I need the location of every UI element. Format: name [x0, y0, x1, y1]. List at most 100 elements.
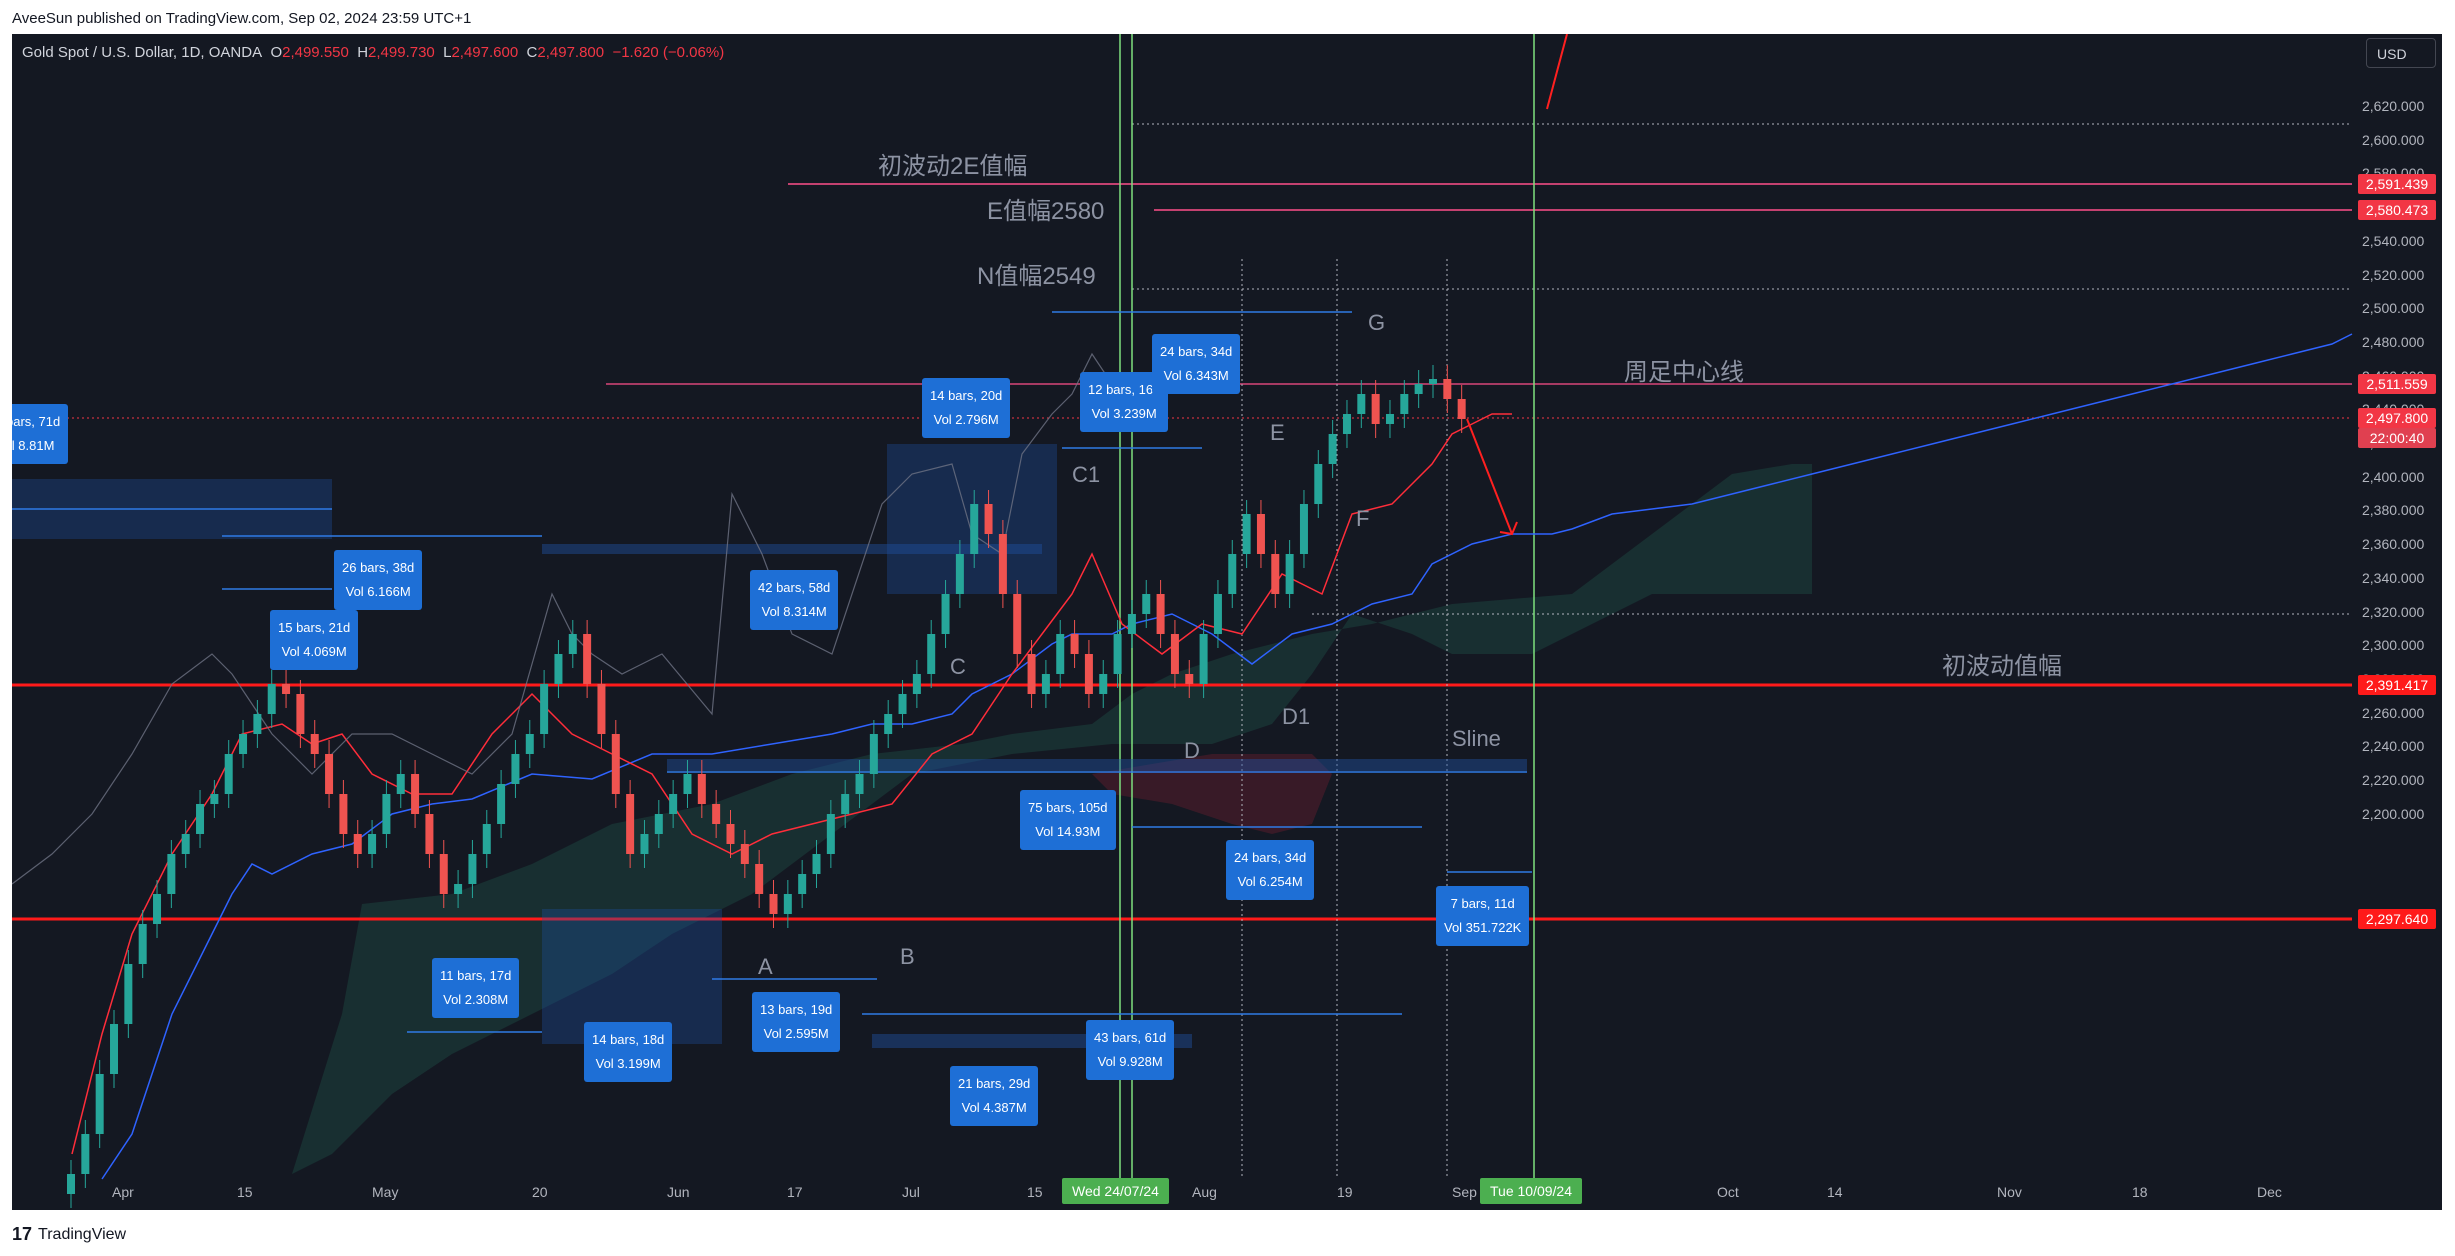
range-stats[interactable]: 26 bars, 38d Vol 6.166M: [334, 550, 423, 610]
candle-body: [310, 734, 319, 754]
candle-body: [124, 964, 133, 1024]
candle-body: [253, 714, 262, 734]
candle-body: [554, 654, 563, 684]
candle-body: [1056, 634, 1065, 674]
price-axis-label: 2,500.000: [2362, 300, 2425, 317]
annotation: 周足中心线: [1624, 359, 1744, 386]
wave-label: C1: [1072, 462, 1101, 487]
candle-body: [1285, 554, 1294, 594]
candle-body: [826, 814, 835, 854]
time-axis-label: Sep: [1452, 1184, 1477, 1200]
candle-body: [1199, 634, 1208, 684]
range-stats[interactable]: 11 bars, 17d Vol 2.308M: [432, 958, 520, 1018]
range-box: [542, 544, 1042, 554]
candle-body: [1041, 674, 1050, 694]
candle-body: [224, 754, 233, 794]
annotation: 初波动值幅: [1942, 653, 2062, 680]
candles: [67, 365, 1466, 1208]
candle-body: [81, 1134, 90, 1174]
candle-body: [368, 834, 377, 854]
candle-body: [454, 884, 463, 894]
price-tag: 2,511.559: [2358, 374, 2436, 394]
candle-body: [1185, 674, 1194, 684]
price-axis-label: 2,520.000: [2362, 266, 2425, 283]
time-axis-label: 17: [787, 1184, 803, 1200]
candle-body: [1113, 634, 1122, 674]
candle-body: [339, 794, 348, 834]
candle-body: [282, 684, 291, 694]
candle-body: [239, 734, 248, 754]
candle-body: [1156, 594, 1165, 634]
candle-body: [640, 834, 649, 854]
candle-body: [654, 814, 663, 834]
candle-body: [1400, 394, 1409, 414]
date-tag: Tue 10/09/24: [1480, 1178, 1582, 1204]
price-axis-label: 2,400.000: [2362, 468, 2425, 485]
time-axis-label: 18: [2132, 1184, 2148, 1200]
publish-header: AveeSun published on TradingView.com, Se…: [0, 0, 2455, 34]
price-axis-label: 2,200.000: [2362, 805, 2425, 822]
candle-body: [196, 804, 205, 834]
wave-label: D: [1184, 738, 1200, 763]
candle-body: [353, 834, 362, 854]
candle-body: [1099, 674, 1108, 694]
annotation: Sline: [1452, 726, 1501, 751]
measure-arrows: [12, 311, 1532, 1033]
candle-body: [110, 1024, 119, 1074]
range-stats[interactable]: 13 bars, 19d Vol 2.595M: [752, 992, 841, 1052]
candle-body: [1070, 634, 1079, 654]
chart-pane[interactable]: Gold Spot / U.S. Dollar, 1D, OANDA O2,49…: [12, 34, 2442, 1210]
candle-body: [181, 834, 190, 854]
candle-body: [941, 594, 950, 634]
range-stats[interactable]: 21 bars, 29d Vol 4.387M: [950, 1066, 1039, 1126]
candle-body: [267, 684, 276, 714]
time-axis-label: 20: [532, 1184, 548, 1200]
range-stats[interactable]: 24 bars, 34d Vol 6.254M: [1226, 840, 1315, 900]
price-axis-label: 2,340.000: [2362, 569, 2425, 586]
price-tag: 2,297.640: [2358, 909, 2436, 929]
annotation: E值幅2580: [987, 198, 1105, 225]
candle-body: [1127, 614, 1136, 634]
candle-body: [769, 894, 778, 914]
candle-body: [568, 634, 577, 654]
range-stats[interactable]: 12 bars, 16d Vol 3.239M: [1080, 372, 1169, 432]
candle-body: [525, 734, 534, 754]
range-stats[interactable]: 14 bars, 18d Vol 3.199M: [584, 1022, 673, 1082]
price-axis-label: 2,300.000: [2362, 637, 2425, 654]
projection-arrows: [1466, 34, 1568, 536]
range-stats[interactable]: 43 bars, 61d Vol 9.928M: [1086, 1020, 1175, 1080]
candle-body: [841, 794, 850, 814]
candle-body: [468, 854, 477, 884]
range-stats[interactable]: 15 bars, 21d Vol 4.069M: [270, 610, 359, 670]
candle-body: [726, 824, 735, 844]
range-stats[interactable]: 14 bars, 20d Vol 2.796M: [922, 378, 1011, 438]
candle-body: [927, 634, 936, 674]
currency-button[interactable]: USD: [2366, 38, 2436, 68]
candle-body: [669, 794, 678, 814]
candle-body: [626, 794, 635, 854]
wave-label: E: [1270, 420, 1285, 445]
candle-body: [1328, 434, 1337, 464]
candle-body: [1027, 654, 1036, 694]
range-stats[interactable]: 7 bars, 11d Vol 351.722K: [1436, 886, 1530, 946]
date-tag: Wed 24/07/24: [1062, 1178, 1169, 1204]
candle-body: [998, 534, 1007, 594]
candle-body: [1256, 514, 1265, 554]
candle-body: [1213, 594, 1222, 634]
candle-body: [497, 784, 506, 824]
range-stats[interactable]: 42 bars, 58d Vol 8.314M: [750, 570, 839, 630]
candle-body: [1414, 384, 1423, 394]
candle-body: [884, 714, 893, 734]
range-stats[interactable]: 75 bars, 105d Vol 14.93M: [1020, 790, 1116, 850]
candle-body: [1271, 554, 1280, 594]
range-stats[interactable]: 24 bars, 34d Vol 6.343M: [1152, 334, 1241, 394]
tradingview-logo[interactable]: 17 TradingView: [12, 1224, 127, 1244]
candle-body: [869, 734, 878, 774]
candle-body: [1084, 654, 1093, 694]
time-axis-label: 14: [1827, 1184, 1843, 1200]
time-axis-label: Jul: [902, 1184, 920, 1200]
price-axis-label: 2,620.000: [2362, 98, 2425, 114]
price-axis-label: 2,540.000: [2362, 232, 2425, 249]
candle-body: [783, 894, 792, 914]
